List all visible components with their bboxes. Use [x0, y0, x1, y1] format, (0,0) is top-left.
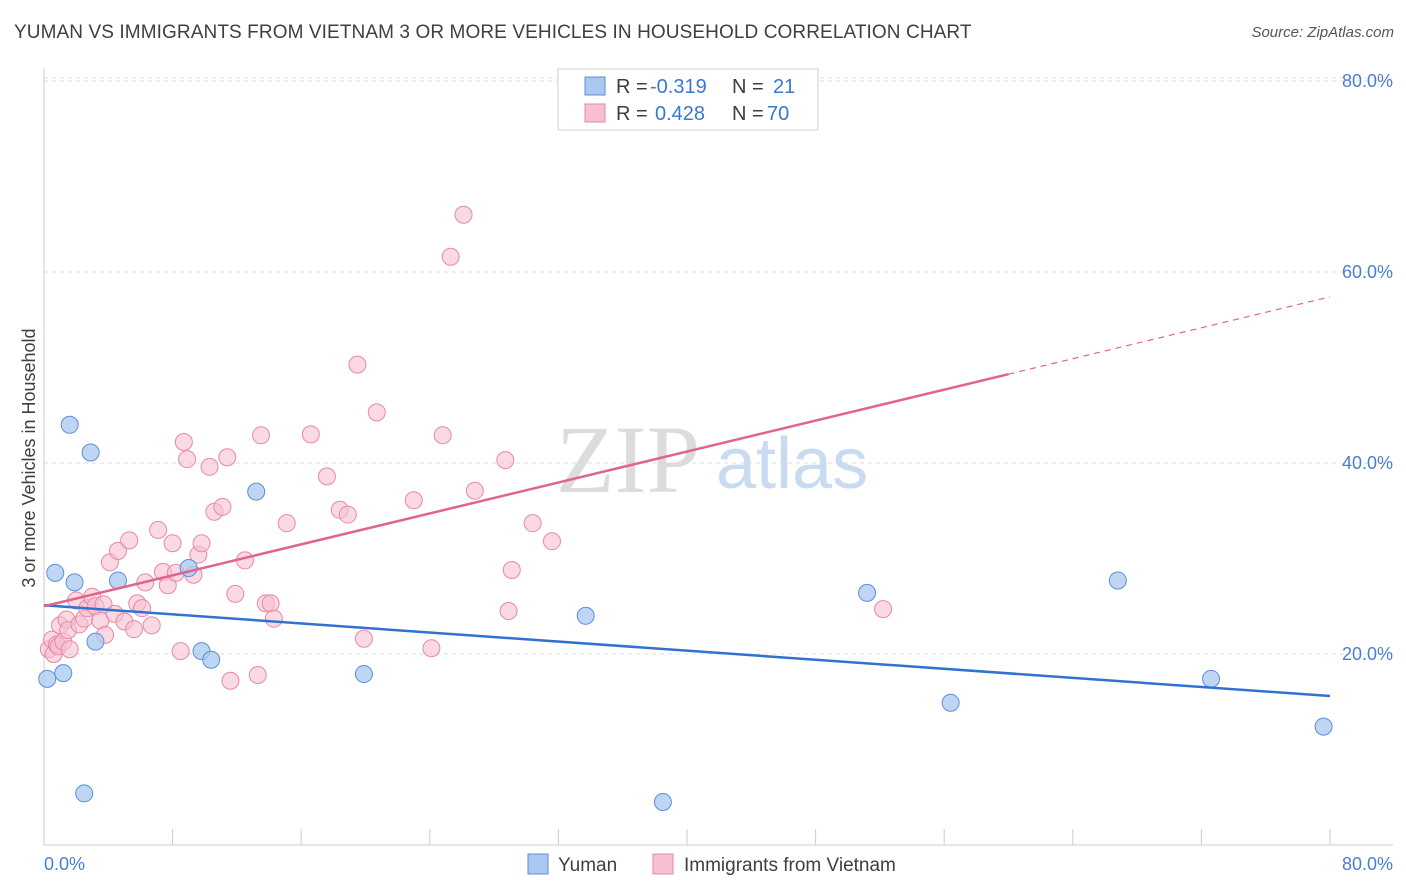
yuman-point — [54, 664, 73, 683]
legend-n-label-1: N = — [732, 76, 764, 98]
watermark: ZIP atlas — [556, 406, 868, 513]
vietnam-point — [125, 620, 144, 639]
vietnam-point — [441, 247, 460, 266]
vietnam-point — [523, 514, 542, 533]
vietnam-point — [200, 457, 219, 476]
yuman-trend-line — [43, 604, 1331, 698]
legend-swatch-vietnam — [584, 103, 606, 123]
vietnam-point — [178, 450, 197, 469]
vietnam-point — [496, 451, 515, 470]
vietnam-point — [174, 432, 193, 451]
vietnam-point — [221, 671, 240, 690]
vietnam-trend-extension — [1008, 296, 1331, 375]
vietnam-point — [465, 481, 484, 500]
vietnam-trend-line — [43, 372, 1009, 608]
yuman-point — [576, 606, 595, 625]
vietnam-point — [261, 594, 280, 613]
chart-title: YUMAN VS IMMIGRANTS FROM VIETNAM 3 OR MO… — [14, 22, 972, 43]
vietnam-point — [354, 629, 373, 648]
vietnam-point — [142, 616, 161, 635]
vietnam-point — [218, 448, 237, 467]
vietnam-point — [454, 205, 473, 224]
vietnam-point — [874, 600, 893, 619]
yuman-point — [38, 669, 57, 688]
vietnam-point — [192, 534, 211, 553]
vietnam-point — [252, 426, 271, 445]
y-tick-label: 80.0% — [1342, 71, 1393, 91]
bottom-legend-label-yuman: Yuman — [558, 855, 617, 876]
yuman-point — [75, 784, 94, 803]
correlation-legend: R = -0.319 N = 21 R = 0.428 N = 70 — [557, 68, 819, 131]
x-tick-min: 0.0% — [44, 854, 85, 874]
x-tick-max: 80.0% — [1342, 854, 1393, 874]
y-tick-label: 60.0% — [1342, 262, 1393, 282]
vietnam-point — [317, 467, 336, 486]
yuman-point — [46, 563, 65, 582]
vietnam-point — [120, 531, 139, 550]
yuman-point — [1314, 717, 1333, 736]
vietnam-point — [277, 514, 296, 533]
vietnam-point — [171, 642, 190, 661]
y-tick-labels: 20.0% 40.0% 60.0% 80.0% — [1342, 71, 1393, 664]
vietnam-point — [226, 584, 245, 603]
axes — [43, 68, 1393, 846]
yuman-point — [653, 793, 672, 812]
legend-r-value-1: -0.319 — [650, 76, 707, 98]
y-axis-label: 3 or more Vehicles in Household — [19, 328, 39, 587]
yuman-point — [65, 573, 84, 592]
vietnam-point — [301, 425, 320, 444]
legend-r-value-2: 0.428 — [655, 103, 705, 125]
yuman-point — [81, 443, 100, 462]
legend-r-label-2: R = — [616, 103, 648, 125]
watermark-zip: ZIP — [556, 406, 700, 513]
legend-n-value-1: 21 — [773, 76, 795, 98]
vietnam-point — [348, 355, 367, 374]
legend-r-label-1: R = — [616, 76, 648, 98]
yuman-point — [858, 583, 877, 602]
vietnam-point — [338, 505, 357, 524]
vietnam-point — [433, 426, 452, 445]
legend-n-label-2: N = — [732, 103, 764, 125]
vietnam-point — [163, 534, 182, 553]
yuman-point — [86, 632, 105, 651]
vietnam-point — [108, 541, 127, 560]
vietnam-point — [542, 532, 561, 551]
yuman-point — [202, 650, 221, 669]
bottom-legend-swatch-vietnam — [652, 853, 674, 875]
vietnam-point — [367, 403, 386, 422]
bottom-legend-label-vietnam: Immigrants from Vietnam — [684, 855, 896, 876]
vietnam-point — [213, 497, 232, 516]
y-tick-label: 40.0% — [1342, 453, 1393, 473]
vietnam-point — [499, 602, 518, 621]
watermark-atlas: atlas — [716, 424, 868, 504]
yuman-point — [60, 415, 79, 434]
vietnam-point — [60, 640, 79, 659]
source-label: Source: ZipAtlas.com — [1251, 24, 1394, 41]
yuman-point — [1108, 571, 1127, 590]
yuman-point — [941, 693, 960, 712]
scatter-points — [38, 205, 1333, 812]
vietnam-point — [502, 560, 521, 579]
legend-n-value-2: 70 — [767, 103, 789, 125]
yuman-point — [1202, 669, 1221, 688]
vietnam-point — [422, 639, 441, 658]
yuman-point — [354, 665, 373, 684]
y-tick-label: 20.0% — [1342, 644, 1393, 664]
bottom-legend-swatch-yuman — [527, 853, 549, 875]
vietnam-point — [133, 599, 152, 618]
vietnam-point — [248, 666, 267, 685]
legend-swatch-yuman — [584, 76, 606, 96]
trend-lines — [43, 296, 1331, 698]
series-legend: Yuman Immigrants from Vietnam — [527, 853, 896, 876]
vietnam-point — [149, 520, 168, 539]
vietnam-point — [404, 491, 423, 510]
vietnam-point — [264, 609, 283, 628]
yuman-point — [247, 482, 266, 501]
